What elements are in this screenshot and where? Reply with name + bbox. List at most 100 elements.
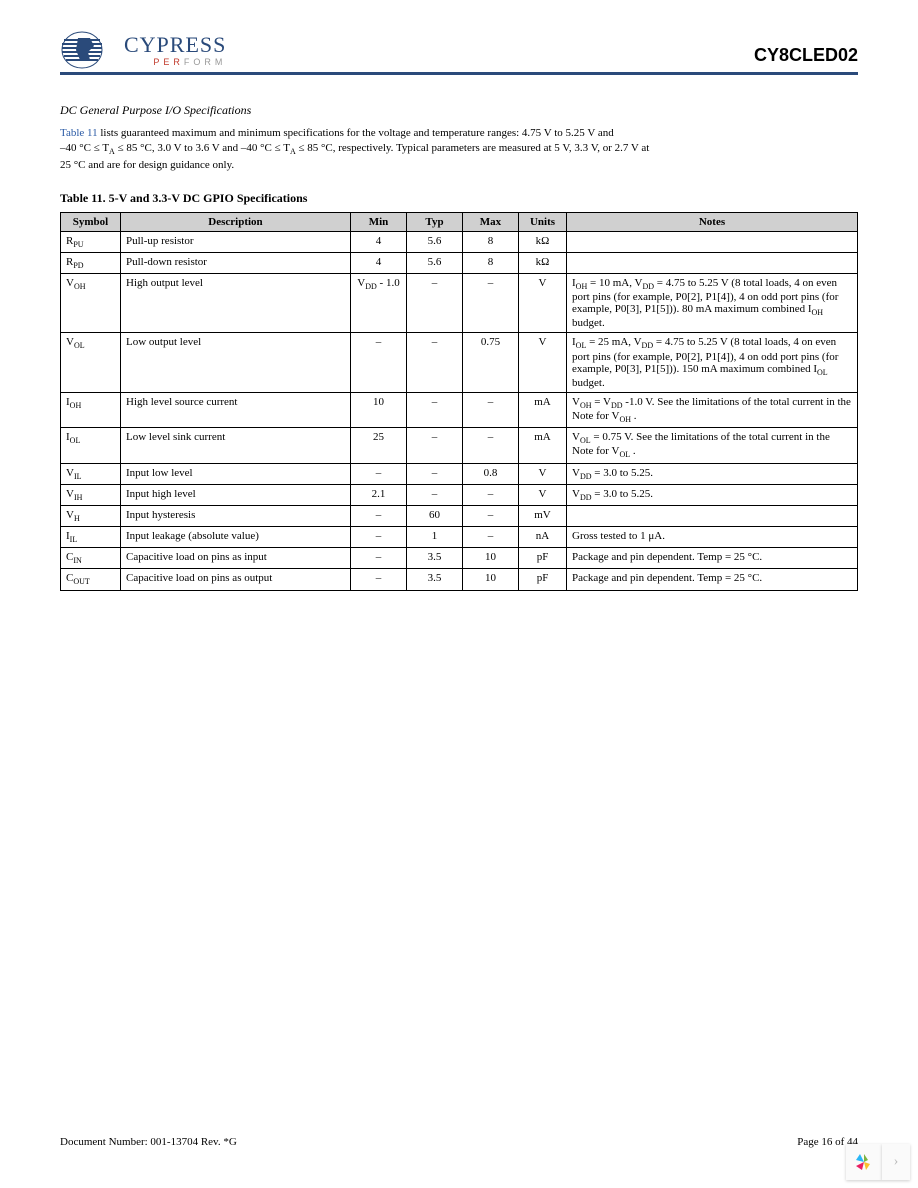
cell-min: 2.1: [351, 484, 407, 505]
cell-typ: –: [407, 274, 463, 333]
cell-description: Input hysteresis: [121, 505, 351, 526]
cell-description: Low level sink current: [121, 428, 351, 463]
intro-line2a: –40 °C ≤ T: [60, 142, 109, 154]
cell-min: –: [351, 527, 407, 548]
cell-symbol: VIH: [61, 484, 121, 505]
cell-description: Pull-up resistor: [121, 231, 351, 252]
intro-line2b: ≤ 85 °C, 3.0 V to 3.6 V and –40 °C ≤ T: [115, 142, 290, 154]
cell-min: –: [351, 548, 407, 569]
col-max: Max: [463, 212, 519, 231]
cell-min: 10: [351, 392, 407, 427]
cell-notes: IOL = 25 mA, VDD = 4.75 to 5.25 V (8 tot…: [567, 333, 858, 392]
cell-description: Pull-down resistor: [121, 252, 351, 273]
logo: CYPRESS PERFORM: [60, 30, 226, 70]
cell-symbol: CIN: [61, 548, 121, 569]
table-ref-link[interactable]: Table 11: [60, 127, 98, 139]
cell-min: 4: [351, 252, 407, 273]
cell-notes: [567, 505, 858, 526]
cell-min: –: [351, 505, 407, 526]
cell-units: V: [519, 274, 567, 333]
cell-typ: –: [407, 428, 463, 463]
logo-brand: CYPRESS: [124, 34, 226, 56]
cell-description: High level source current: [121, 392, 351, 427]
cell-symbol: VIL: [61, 463, 121, 484]
cell-typ: 5.6: [407, 252, 463, 273]
cell-units: mV: [519, 505, 567, 526]
cell-min: –: [351, 463, 407, 484]
cell-symbol: VOL: [61, 333, 121, 392]
cell-notes: Gross tested to 1 μA.: [567, 527, 858, 548]
cell-units: nA: [519, 527, 567, 548]
cell-units: mA: [519, 392, 567, 427]
cell-units: V: [519, 463, 567, 484]
intro-line1: lists guaranteed maximum and minimum spe…: [98, 127, 614, 139]
table-row: VOLLow output level––0.75VIOL = 25 mA, V…: [61, 333, 858, 392]
cell-max: –: [463, 484, 519, 505]
cell-symbol: RPD: [61, 252, 121, 273]
cell-max: 0.8: [463, 463, 519, 484]
cell-max: 8: [463, 252, 519, 273]
table-row: COUTCapacitive load on pins as output–3.…: [61, 569, 858, 590]
cell-description: Input leakage (absolute value): [121, 527, 351, 548]
cell-symbol: IIL: [61, 527, 121, 548]
table-row: VILInput low level––0.8VVDD = 3.0 to 5.2…: [61, 463, 858, 484]
table-row: CINCapacitive load on pins as input–3.51…: [61, 548, 858, 569]
cell-units: V: [519, 333, 567, 392]
table-row: IOLLow level sink current25––mAVOL = 0.7…: [61, 428, 858, 463]
cell-description: Input low level: [121, 463, 351, 484]
cell-notes: Package and pin dependent. Temp = 25 °C.: [567, 548, 858, 569]
cell-max: 0.75: [463, 333, 519, 392]
cell-symbol: COUT: [61, 569, 121, 590]
viewer-widget: ›: [846, 1144, 910, 1180]
cell-max: –: [463, 274, 519, 333]
cell-typ: –: [407, 333, 463, 392]
cell-description: Low output level: [121, 333, 351, 392]
cell-typ: 1: [407, 527, 463, 548]
cell-max: –: [463, 392, 519, 427]
cell-max: –: [463, 527, 519, 548]
cell-min: 4: [351, 231, 407, 252]
cell-units: kΩ: [519, 252, 567, 273]
cell-symbol: IOL: [61, 428, 121, 463]
cell-min: –: [351, 333, 407, 392]
cell-symbol: VOH: [61, 274, 121, 333]
col-typ: Typ: [407, 212, 463, 231]
cypress-globe-icon: [60, 30, 116, 70]
cell-notes: VOL = 0.75 V. See the limitations of the…: [567, 428, 858, 463]
table-row: RPUPull-up resistor45.68kΩ: [61, 231, 858, 252]
table-row: RPDPull-down resistor45.68kΩ: [61, 252, 858, 273]
cell-units: mA: [519, 428, 567, 463]
cell-typ: –: [407, 392, 463, 427]
col-notes: Notes: [567, 212, 858, 231]
cell-typ: 3.5: [407, 569, 463, 590]
cell-description: Capacitive load on pins as output: [121, 569, 351, 590]
table-row: IILInput leakage (absolute value)–1–nAGr…: [61, 527, 858, 548]
cell-notes: [567, 231, 858, 252]
cell-description: Capacitive load on pins as input: [121, 548, 351, 569]
cell-units: pF: [519, 569, 567, 590]
cell-units: pF: [519, 548, 567, 569]
logo-text: CYPRESS PERFORM: [124, 34, 226, 67]
cell-description: Input high level: [121, 484, 351, 505]
cell-notes: VDD = 3.0 to 5.25.: [567, 463, 858, 484]
intro-line3: 25 °C and are for design guidance only.: [60, 159, 234, 171]
logo-tagline: PERFORM: [124, 58, 226, 67]
cell-max: –: [463, 505, 519, 526]
cell-typ: 5.6: [407, 231, 463, 252]
intro-line2c: ≤ 85 °C, respectively. Typical parameter…: [296, 142, 650, 154]
cell-typ: 60: [407, 505, 463, 526]
cell-max: 10: [463, 569, 519, 590]
cell-notes: VDD = 3.0 to 5.25.: [567, 484, 858, 505]
table-row: VOHHigh output levelVDD - 1.0––VIOH = 10…: [61, 274, 858, 333]
part-number: CY8CLED02: [754, 45, 858, 70]
cell-description: High output level: [121, 274, 351, 333]
cell-max: 10: [463, 548, 519, 569]
table-row: VIHInput high level2.1––VVDD = 3.0 to 5.…: [61, 484, 858, 505]
next-page-button[interactable]: ›: [882, 1144, 910, 1180]
viewer-logo-icon[interactable]: [846, 1144, 882, 1180]
cell-min: –: [351, 569, 407, 590]
doc-number: Document Number: 001-13704 Rev. *G: [60, 1136, 237, 1148]
table-row: VHInput hysteresis–60–mV: [61, 505, 858, 526]
cell-max: 8: [463, 231, 519, 252]
cell-units: kΩ: [519, 231, 567, 252]
